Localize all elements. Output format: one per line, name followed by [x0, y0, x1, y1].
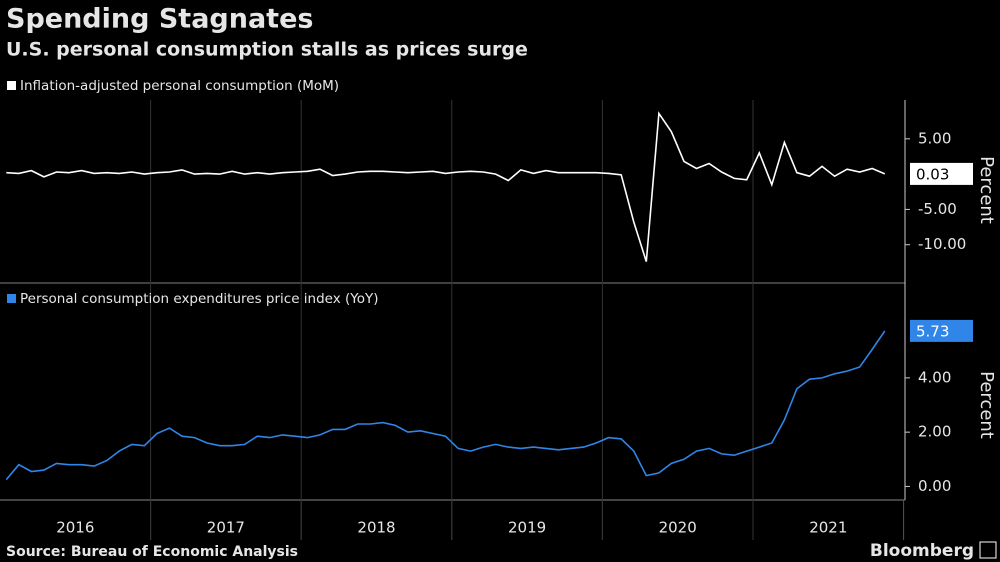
y-tick-label: 4.00 [918, 368, 951, 386]
y-tick-label: -10.00 [918, 235, 966, 253]
value-label: 5.73 [916, 322, 949, 340]
value-label: 0.03 [916, 165, 949, 183]
x-tick-label: 2018 [357, 519, 395, 537]
y-tick-label: 0.00 [918, 477, 951, 495]
y-tick-label: 2.00 [918, 423, 951, 441]
x-tick-label: 2017 [207, 519, 245, 537]
x-tick-label: 2019 [508, 519, 546, 537]
legend-label: Inflation-adjusted personal consumption … [20, 78, 339, 94]
legend-swatch [7, 81, 16, 90]
x-tick-label: 2021 [809, 519, 847, 537]
value-label-box [910, 162, 973, 185]
legend-label: Personal consumption expenditures price … [20, 291, 379, 307]
chart-title: Spending Stagnates [6, 4, 313, 35]
y-tick-label: 5.00 [918, 129, 951, 147]
value-label-box [910, 319, 973, 342]
brand-icon [979, 541, 997, 559]
y-axis-label: Percent [976, 371, 997, 439]
y-axis-label: Percent [976, 156, 997, 224]
line [5, 330, 886, 481]
x-tick-label: 2020 [659, 519, 697, 537]
brand: Bloomberg [870, 541, 974, 561]
source: Source: Bureau of Economic Analysis [6, 544, 298, 560]
x-tick-label: 2016 [56, 519, 94, 537]
y-tick-label: -5.00 [918, 200, 957, 218]
line [6, 111, 886, 262]
chart-subtitle: U.S. personal consumption stalls as pric… [6, 39, 528, 61]
legend-swatch [7, 294, 16, 303]
